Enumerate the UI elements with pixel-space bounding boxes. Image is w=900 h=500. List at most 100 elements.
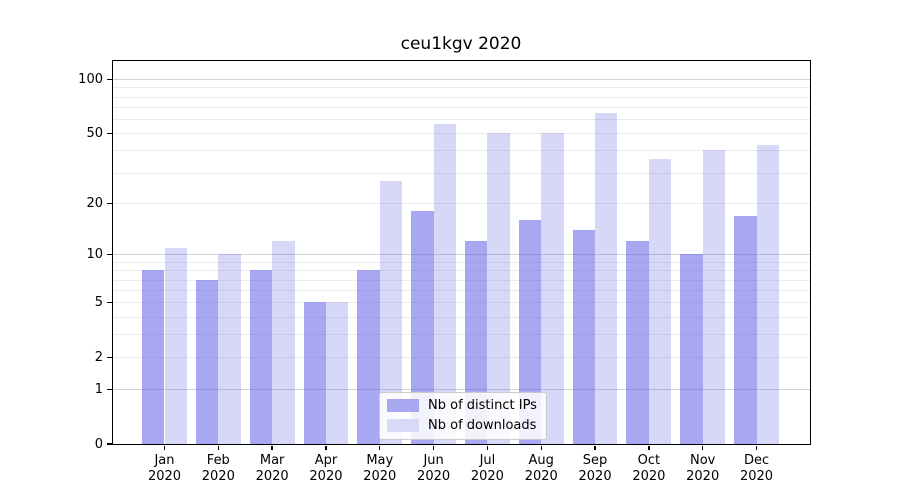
x-tick-year: 2020 (417, 468, 451, 484)
x-tick-year: 2020 (309, 468, 343, 484)
bar-downloads-jul (487, 133, 510, 444)
x-tick-month: Sep (582, 453, 608, 468)
x-tick-month: Aug (528, 453, 554, 468)
bar-downloads-nov (702, 150, 726, 444)
x-tick-label-sep: Sep 2020 (563, 453, 627, 484)
gridline-minor-80 (113, 96, 810, 98)
x-tick-year: 2020 (632, 468, 666, 484)
gridline-minor-30 (113, 172, 810, 174)
x-tick-month: Oct (637, 453, 661, 468)
x-tick-jan (163, 445, 166, 450)
legend-label-distinct-ips: Nb of distinct IPs (428, 398, 537, 413)
y-tick-label-1: 1 (94, 381, 103, 397)
y-tick-label-10: 10 (86, 246, 103, 262)
y-tick-label-0: 0 (94, 436, 103, 452)
x-tick-month: Feb (206, 453, 230, 468)
legend-swatch-distinct-ips (387, 399, 419, 412)
x-tick-label-mar: Mar 2020 (240, 453, 304, 484)
legend-label-downloads: Nb of downloads (428, 418, 537, 433)
x-tick-month: Nov (690, 453, 716, 468)
plot-area: 0 1 2 5 10 20 50 100 Jan 2020 Feb 2020 Mar 2020 Apr 202… (78, 60, 811, 484)
gridline-minor-40 (113, 150, 810, 152)
x-tick-month: Jul (479, 453, 496, 468)
y-tick-label-100: 100 (78, 71, 103, 87)
bar-downloads-aug (541, 133, 564, 444)
x-tick-year: 2020 (147, 468, 182, 484)
legend-item-downloads: Nb of downloads (387, 418, 537, 433)
x-tick-jun (432, 445, 435, 450)
gridline-major-100 (113, 79, 810, 81)
y-tick-label-2: 2 (94, 349, 103, 365)
x-tick-month: Dec (743, 453, 770, 468)
bar-downloads-sep (595, 112, 618, 444)
x-tick-month: Mar (259, 453, 285, 468)
y-tick-label-50: 50 (86, 125, 103, 141)
y-tick-10 (106, 253, 112, 256)
bar-distinct-ips-dec (734, 215, 757, 444)
bar-distinct-ips-nov (680, 254, 703, 444)
gridline-major-1 (113, 389, 810, 391)
bar-distinct-ips-apr (303, 302, 326, 444)
x-tick-oct (648, 445, 650, 450)
gridline-minor-7 (113, 279, 810, 281)
bar-distinct-ips-oct (626, 241, 649, 444)
y-tick-0 (106, 443, 112, 445)
y-tick-1 (106, 388, 112, 390)
x-tick-label-aug: Aug 2020 (509, 453, 573, 484)
x-tick-label-dec: Dec 2020 (725, 453, 789, 484)
x-tick-feb (217, 445, 219, 450)
x-tick-year: 2020 (739, 468, 774, 484)
gridline-minor-6 (113, 290, 810, 292)
y-tick-label-5: 5 (94, 294, 103, 310)
x-tick-month: Jan (154, 453, 175, 468)
gridline-minor-90 (113, 87, 810, 89)
bar-distinct-ips-sep (572, 229, 596, 444)
x-tick-label-jul: Jul 2020 (455, 453, 519, 484)
y-tick-label-20: 20 (86, 195, 103, 211)
gridline-major-10 (113, 254, 810, 256)
x-tick-year: 2020 (470, 468, 504, 484)
x-tick-year: 2020 (578, 468, 612, 484)
gridline-minor-8 (113, 270, 810, 272)
x-tick-aug (540, 445, 542, 450)
y-tick-50 (106, 132, 112, 134)
legend-item-distinct-ips: Nb of distinct IPs (387, 398, 537, 413)
bar-downloads-jun (433, 124, 456, 444)
bar-downloads-oct (648, 158, 672, 444)
x-tick-apr (325, 445, 327, 450)
chart-title: ceu1kgv 2020 (400, 34, 522, 54)
bar-distinct-ips-feb (195, 279, 219, 444)
x-tick-year: 2020 (524, 468, 558, 484)
gridline-minor-20 (113, 203, 810, 205)
bar-distinct-ips-jan (142, 270, 165, 444)
legend: Nb of distinct IPs Nb of downloads (379, 392, 547, 440)
x-tick-label-jan: Jan 2020 (133, 453, 197, 484)
bar-downloads-jan (164, 247, 187, 444)
legend-swatch-downloads (387, 419, 419, 432)
x-tick-label-may: May 2020 (348, 453, 412, 484)
bar-downloads-mar (272, 241, 295, 444)
bar-distinct-ips-aug (518, 220, 542, 444)
bar-distinct-ips-jun (411, 211, 434, 444)
x-tick-jul (486, 445, 489, 450)
x-tick-month: May (366, 453, 394, 468)
x-tick-mar (271, 445, 273, 450)
x-tick-year: 2020 (363, 468, 397, 484)
x-tick-label-nov: Nov 2020 (671, 453, 735, 484)
gridline-minor-70 (113, 107, 810, 109)
x-tick-month: Apr (314, 453, 338, 468)
x-tick-dec (755, 445, 758, 450)
x-tick-month: Jun (423, 453, 444, 468)
gridline-minor-3 (113, 334, 810, 336)
gridline-minor-50 (113, 133, 810, 135)
x-tick-label-oct: Oct 2020 (617, 453, 681, 484)
bar-downloads-apr (325, 302, 349, 444)
y-tick-5 (106, 301, 112, 304)
x-tick-year: 2020 (686, 468, 720, 484)
bar-distinct-ips-may (357, 270, 380, 444)
bar-distinct-ips-mar (249, 270, 273, 444)
x-tick-may (379, 445, 381, 450)
bar-downloads-may (379, 180, 403, 444)
y-tick-100 (106, 78, 112, 80)
